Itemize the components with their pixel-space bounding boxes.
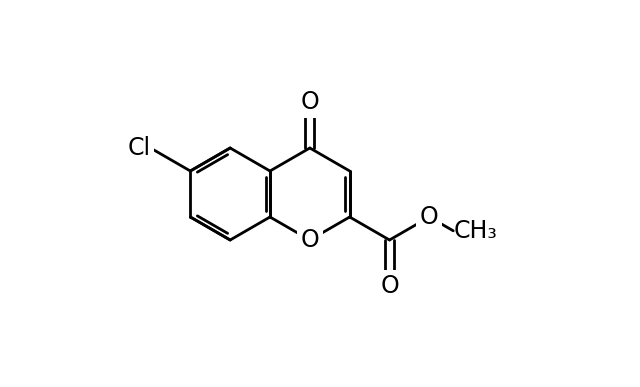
Text: O: O — [300, 228, 319, 252]
Text: CH₃: CH₃ — [453, 219, 497, 243]
Text: O: O — [380, 274, 399, 298]
Text: O: O — [420, 205, 439, 229]
Text: Cl: Cl — [127, 136, 150, 160]
Text: O: O — [300, 90, 319, 114]
